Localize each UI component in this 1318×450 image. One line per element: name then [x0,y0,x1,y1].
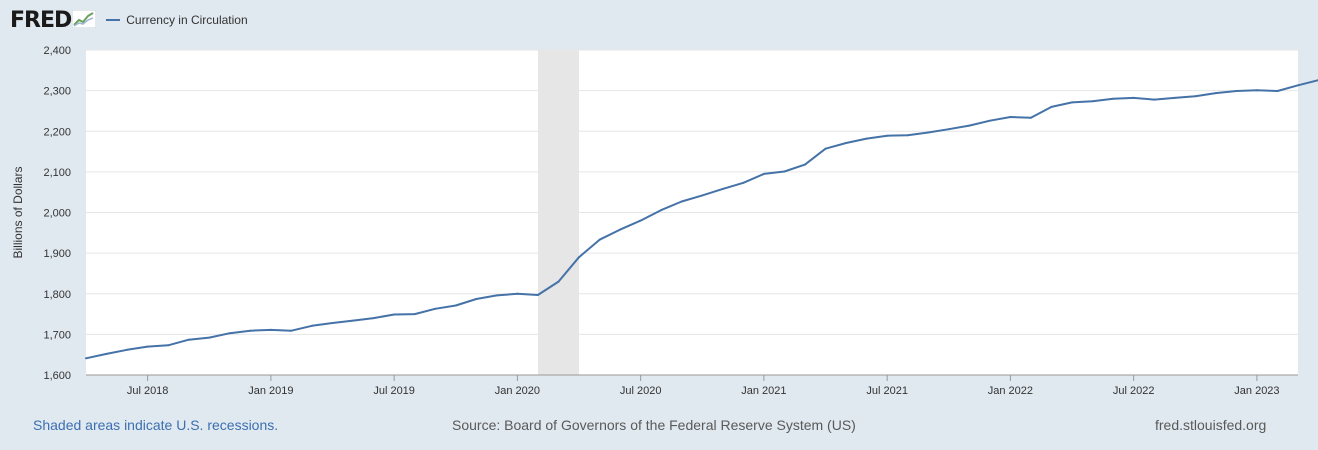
data-point [968,124,971,127]
data-point [845,142,848,144]
data-point [1173,96,1176,99]
x-tick-label: Jul 2021 [866,385,908,397]
legend-swatch [106,19,121,21]
data-point [1255,89,1258,92]
data-point [598,238,601,241]
data-point [865,137,868,140]
data-point [824,147,827,150]
data-point [886,134,889,137]
data-point [680,200,683,203]
data-point [495,294,498,297]
data-point [1153,98,1156,101]
y-tick-label: 2,000 [43,208,71,220]
x-tick-label: Jul 2022 [1113,385,1155,397]
y-tick-label: 1,600 [43,370,71,382]
data-point [1194,95,1197,98]
data-point [742,181,745,184]
y-tick-label: 1,700 [43,329,71,341]
y-tick-label: 1,900 [43,248,71,260]
data-point [290,329,293,332]
legend-label: Currency in Circulation [126,13,248,27]
data-point [947,128,950,131]
data-point [1214,92,1217,95]
data-point [311,324,313,327]
data-point [187,338,190,341]
data-point [167,344,170,347]
data-point [475,298,478,300]
x-tick-label: Jan 2022 [988,385,1033,397]
data-point [536,294,539,296]
data-point [1297,84,1299,87]
data-point [1091,100,1094,103]
chart-header: FRED Currency in Circulation [10,6,248,34]
x-tick-label: Jan 2020 [495,385,540,397]
data-point [1235,90,1238,92]
data-point [1050,105,1053,108]
data-point [988,119,991,122]
data-point [228,332,231,335]
data-point [906,134,909,137]
data-point [1071,101,1073,104]
data-point [146,345,149,348]
y-tick-label: 2,300 [43,86,71,98]
x-tick-label: Jul 2020 [620,385,662,397]
y-tick-label: 2,100 [43,167,71,179]
y-axis-title: Billions of Dollars [11,166,25,258]
x-tick-label: Jan 2023 [1234,385,1279,397]
data-point [578,256,580,259]
data-point [783,170,786,173]
data-point [454,304,457,307]
data-point [1112,97,1115,100]
data-point [557,280,560,283]
y-tick-label: 1,800 [43,289,71,301]
chart-legend[interactable]: Currency in Circulation [106,13,248,27]
data-point [331,322,334,324]
data-point [721,187,724,190]
y-tick-label: 2,200 [43,126,71,138]
x-tick-label: Jul 2018 [127,385,169,397]
data-point [413,313,416,316]
site-link[interactable]: fred.stlouisfed.org [1155,417,1267,433]
fred-logo-text: FRED [10,7,72,33]
data-point [105,352,108,355]
recession-note-link[interactable]: Shaded areas indicate U.S. recessions. [33,417,279,433]
data-point [927,131,930,134]
data-point [762,172,765,175]
data-point [126,348,129,351]
data-point [639,219,642,222]
data-point [372,317,375,320]
data-point [269,328,272,331]
y-tick-label: 2,400 [43,45,71,57]
data-point [516,292,519,295]
data-point [393,313,396,316]
data-point [1132,96,1135,99]
data-point [660,209,663,212]
data-point [701,194,704,197]
data-point [804,163,806,166]
data-point [1009,116,1012,118]
data-point [1029,116,1032,119]
data-point [619,228,622,231]
data-point [249,329,252,332]
data-point [1276,90,1279,92]
x-tick-label: Jul 2019 [373,385,415,397]
data-point [85,357,87,360]
x-tick-label: Jan 2019 [248,385,293,397]
data-point [352,319,355,322]
data-point [434,307,437,310]
data-point [208,336,211,339]
x-tick-label: Jan 2021 [741,385,786,397]
source-note: Source: Board of Governors of the Federa… [452,417,856,433]
